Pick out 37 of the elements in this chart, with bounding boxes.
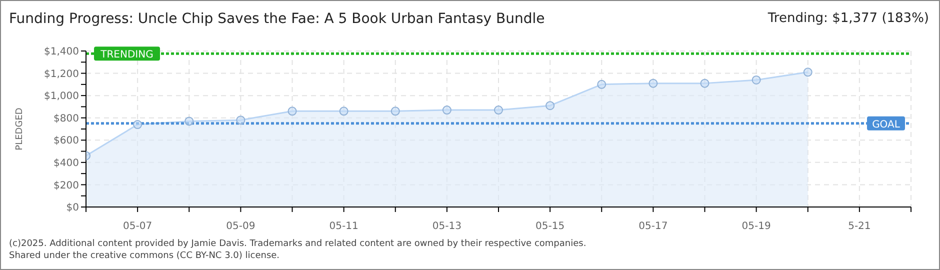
y-tick-label: $1,400 xyxy=(44,46,79,58)
y-tick-label: $600 xyxy=(54,136,79,147)
chart-title: Funding Progress: Uncle Chip Saves the Fae: A 5 Book Urban Fantasy Bundle xyxy=(9,11,545,27)
y-tick-label: $0 xyxy=(66,202,79,214)
x-tick-label: 05-19 xyxy=(742,221,771,232)
x-tick-label: 05-09 xyxy=(226,221,256,232)
ref-line-label: TRENDING xyxy=(100,50,154,61)
y-tick-label: $1,000 xyxy=(44,91,79,102)
chart-subtitle: Trending: $1,377 (183%) xyxy=(768,11,929,26)
y-tick-label: $1,200 xyxy=(44,68,79,80)
point xyxy=(648,78,658,88)
y-tick-label: $200 xyxy=(54,180,79,192)
point xyxy=(339,106,348,116)
y-axis-title: PLEDGED xyxy=(15,108,26,150)
y-tick-label: $800 xyxy=(54,113,79,124)
x-tick-label: 05-07 xyxy=(123,221,152,232)
x-tick-label: 05-15 xyxy=(536,221,565,232)
point xyxy=(752,75,761,84)
point xyxy=(184,116,194,126)
x-tick-label: 05-17 xyxy=(638,221,668,232)
x-tick-label: 05-11 xyxy=(329,221,358,232)
point xyxy=(442,106,452,115)
ref-line-label: GOAL xyxy=(872,119,900,130)
x-tick-label: 05-13 xyxy=(432,221,462,232)
point xyxy=(494,106,503,115)
point xyxy=(803,68,812,77)
point xyxy=(288,106,297,116)
point xyxy=(700,78,710,88)
point xyxy=(597,80,606,89)
point xyxy=(546,101,555,110)
text: (c)2025. Additional content provided by Jamie Davis. Trademarks and related content are owned by their respective companies. xyxy=(9,238,586,250)
y-tick-label: $400 xyxy=(54,158,79,169)
x-tick-label: 5-21 xyxy=(848,221,871,232)
point xyxy=(133,120,142,130)
text: Shared under the creative commons (CC BY-NC 3.0) license. xyxy=(9,250,281,262)
point xyxy=(390,106,400,116)
point xyxy=(236,116,246,125)
